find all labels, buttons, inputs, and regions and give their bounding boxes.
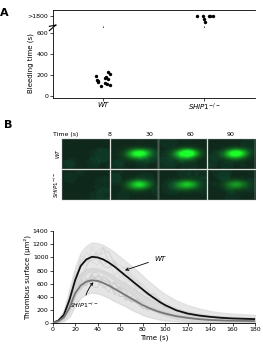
Text: B: B [4, 120, 12, 130]
Text: 60: 60 [186, 133, 194, 137]
Point [96, 79, 100, 85]
Text: 30: 30 [146, 133, 154, 137]
Text: $SHIP1^{-/-}$: $SHIP1^{-/-}$ [69, 283, 99, 310]
Text: 8: 8 [107, 133, 111, 137]
Point [108, 82, 112, 87]
Point [201, 13, 205, 19]
X-axis label: Time (s): Time (s) [140, 335, 168, 341]
Point [104, 75, 108, 80]
Text: Time (s): Time (s) [53, 133, 78, 137]
Point [108, 71, 112, 76]
Point [104, 81, 109, 86]
Y-axis label: Bleeding time (s): Bleeding time (s) [27, 33, 34, 93]
Point [103, 80, 107, 85]
Point [106, 69, 110, 75]
Y-axis label: Thrombus surface (μm²): Thrombus surface (μm²) [24, 235, 31, 320]
Point [206, 13, 211, 19]
Point [96, 78, 100, 84]
Point [195, 13, 199, 19]
Text: 90: 90 [227, 133, 235, 137]
Text: WT: WT [56, 150, 61, 158]
Text: A: A [0, 8, 9, 18]
Point [99, 83, 104, 89]
Text: $SHIP1^{-/-}$: $SHIP1^{-/-}$ [51, 172, 61, 198]
Point [94, 73, 99, 78]
Point [203, 19, 207, 24]
Point [103, 76, 107, 81]
Point [208, 13, 212, 19]
Point [95, 77, 99, 83]
Point [203, 17, 207, 22]
Text: WT: WT [126, 256, 165, 270]
Point [106, 76, 110, 82]
Point [211, 13, 215, 19]
